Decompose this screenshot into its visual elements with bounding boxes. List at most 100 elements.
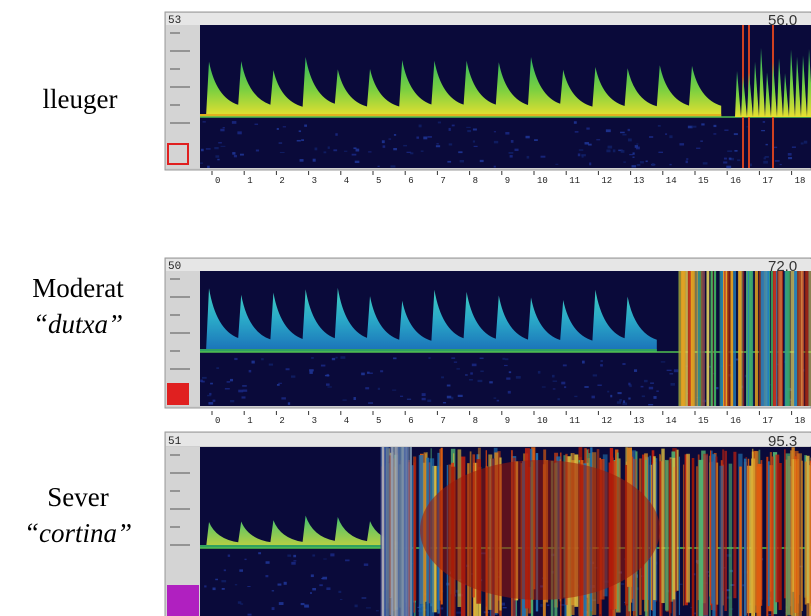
noise bbox=[233, 154, 237, 158]
noise bbox=[227, 554, 231, 557]
noise bbox=[669, 163, 672, 166]
artifact-strip bbox=[400, 447, 403, 616]
noise bbox=[200, 379, 203, 383]
time-tick-label: 7 bbox=[440, 176, 445, 186]
noise bbox=[737, 159, 741, 162]
noise bbox=[369, 372, 373, 374]
depth-marker bbox=[167, 585, 199, 616]
noise bbox=[279, 151, 285, 154]
artifact-strip bbox=[785, 271, 791, 406]
noise bbox=[309, 371, 313, 374]
noise bbox=[504, 364, 508, 367]
artifact-strip bbox=[678, 271, 683, 406]
time-tick-label: 8 bbox=[473, 416, 478, 426]
artifact-strip bbox=[659, 461, 663, 616]
noise bbox=[467, 129, 472, 133]
time-tick-label: 18 bbox=[795, 416, 806, 426]
noise bbox=[686, 158, 689, 160]
noise bbox=[586, 127, 590, 130]
noise bbox=[656, 390, 659, 392]
noise bbox=[632, 152, 635, 155]
noise bbox=[622, 133, 627, 136]
noise bbox=[335, 133, 338, 136]
noise bbox=[472, 128, 477, 131]
noise bbox=[456, 368, 460, 370]
noise bbox=[472, 140, 476, 143]
artifact-strip bbox=[710, 271, 713, 406]
noise bbox=[406, 398, 412, 400]
noise bbox=[239, 569, 244, 572]
noise bbox=[265, 561, 270, 564]
noise bbox=[393, 134, 397, 136]
noise bbox=[733, 133, 738, 136]
noise bbox=[748, 163, 752, 167]
artifact-strip bbox=[664, 459, 669, 611]
artifact-strip bbox=[749, 271, 753, 406]
noise bbox=[325, 383, 330, 386]
artifact-strip bbox=[391, 447, 394, 616]
panel-header bbox=[166, 433, 811, 446]
artifact-strip bbox=[397, 447, 400, 616]
noise bbox=[393, 357, 397, 360]
noise bbox=[628, 382, 631, 386]
time-tick-label: 15 bbox=[698, 176, 709, 186]
noise bbox=[320, 364, 326, 367]
noise bbox=[620, 149, 625, 153]
noise bbox=[592, 374, 598, 377]
artifact-strip bbox=[687, 271, 691, 406]
noise bbox=[361, 372, 365, 376]
artifact-strip bbox=[395, 447, 398, 616]
time-tick-label: 12 bbox=[601, 416, 612, 426]
noise bbox=[427, 136, 432, 138]
noise bbox=[222, 127, 225, 129]
noise bbox=[735, 358, 739, 361]
noise bbox=[617, 392, 622, 395]
artifact-strip bbox=[746, 271, 752, 406]
time-tick-label: 4 bbox=[344, 176, 349, 186]
noise bbox=[453, 589, 459, 593]
noise bbox=[622, 363, 626, 365]
noise bbox=[234, 357, 238, 361]
noise bbox=[447, 160, 452, 163]
noise bbox=[632, 156, 635, 158]
artifact-strip bbox=[775, 271, 781, 406]
severity-sublabel: “cortina” bbox=[24, 518, 132, 548]
noise bbox=[702, 162, 708, 165]
noise bbox=[696, 147, 701, 149]
artifact-strip bbox=[790, 450, 793, 616]
noise bbox=[787, 153, 792, 156]
artifact-strip bbox=[720, 271, 724, 406]
noise bbox=[278, 602, 284, 605]
noise bbox=[658, 151, 663, 153]
noise bbox=[612, 149, 616, 153]
time-tick-label: 14 bbox=[666, 416, 677, 426]
noise bbox=[281, 397, 286, 400]
noise bbox=[678, 583, 683, 585]
noise bbox=[600, 360, 603, 362]
artifact-strip bbox=[724, 271, 726, 406]
artifact-strip bbox=[747, 458, 750, 616]
noise bbox=[774, 160, 780, 162]
noise bbox=[301, 139, 305, 141]
severity-label: lleuger bbox=[43, 84, 118, 114]
noise bbox=[457, 394, 463, 398]
noise bbox=[353, 397, 356, 401]
noise bbox=[282, 126, 286, 128]
noise bbox=[597, 384, 602, 386]
noise bbox=[540, 603, 543, 607]
noise bbox=[479, 357, 484, 359]
noise bbox=[628, 397, 631, 400]
noise bbox=[309, 592, 313, 594]
noise bbox=[726, 554, 731, 557]
artifact-strip bbox=[730, 271, 734, 406]
noise bbox=[327, 146, 330, 149]
noise bbox=[393, 148, 397, 151]
noise bbox=[557, 398, 560, 401]
noise bbox=[287, 402, 291, 405]
noise bbox=[421, 397, 426, 401]
noise bbox=[471, 363, 477, 367]
severity-label: Moderat bbox=[32, 273, 124, 303]
noise bbox=[201, 380, 205, 383]
noise bbox=[506, 377, 511, 380]
noise bbox=[639, 161, 644, 164]
